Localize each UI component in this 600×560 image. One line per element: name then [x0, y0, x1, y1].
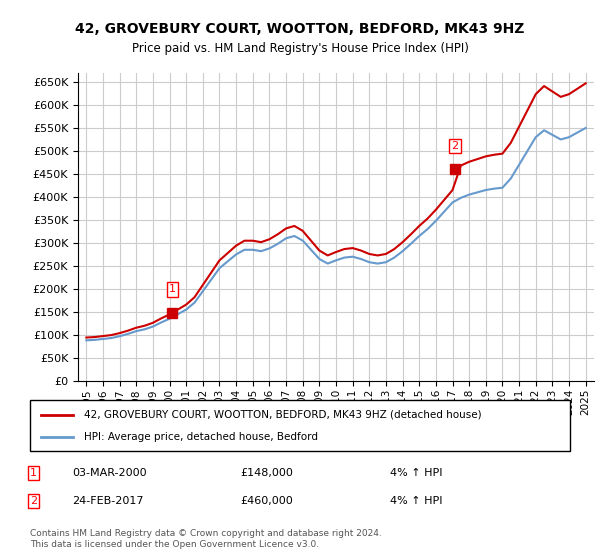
Text: 2: 2 [30, 496, 37, 506]
Text: 42, GROVEBURY COURT, WOOTTON, BEDFORD, MK43 9HZ (detached house): 42, GROVEBURY COURT, WOOTTON, BEDFORD, M… [84, 409, 482, 419]
Text: HPI: Average price, detached house, Bedford: HPI: Average price, detached house, Bedf… [84, 432, 318, 442]
Text: 1: 1 [169, 284, 176, 295]
Text: Contains HM Land Registry data © Crown copyright and database right 2024.
This d: Contains HM Land Registry data © Crown c… [30, 529, 382, 549]
Text: 4% ↑ HPI: 4% ↑ HPI [390, 468, 443, 478]
Text: Price paid vs. HM Land Registry's House Price Index (HPI): Price paid vs. HM Land Registry's House … [131, 42, 469, 55]
Text: 2: 2 [451, 141, 458, 151]
Text: 4% ↑ HPI: 4% ↑ HPI [390, 496, 443, 506]
Text: 42, GROVEBURY COURT, WOOTTON, BEDFORD, MK43 9HZ: 42, GROVEBURY COURT, WOOTTON, BEDFORD, M… [76, 22, 524, 36]
Text: 1: 1 [30, 468, 37, 478]
Text: £148,000: £148,000 [240, 468, 293, 478]
Text: £460,000: £460,000 [240, 496, 293, 506]
Text: 03-MAR-2000: 03-MAR-2000 [72, 468, 146, 478]
Text: 24-FEB-2017: 24-FEB-2017 [72, 496, 143, 506]
FancyBboxPatch shape [30, 400, 570, 451]
